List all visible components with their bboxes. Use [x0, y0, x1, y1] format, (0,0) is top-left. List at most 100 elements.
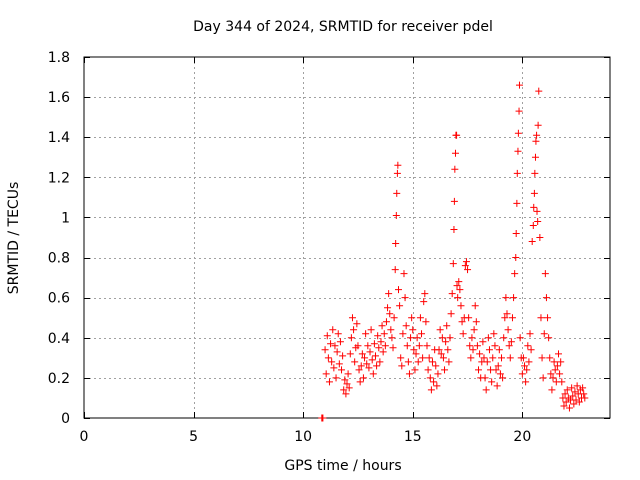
- data-point: [512, 254, 520, 262]
- data-point: [438, 334, 446, 342]
- data-point: [557, 358, 565, 366]
- data-point: [325, 378, 333, 386]
- data-point: [473, 342, 481, 350]
- data-point: [484, 334, 492, 342]
- data-point: [457, 302, 465, 310]
- data-point: [530, 203, 538, 211]
- data-point: [356, 378, 364, 386]
- data-point: [427, 386, 435, 394]
- data-point: [446, 334, 454, 342]
- data-point: [433, 382, 441, 390]
- data-point: [553, 362, 561, 370]
- data-point: [538, 354, 546, 362]
- data-point: [348, 314, 356, 322]
- data-point: [522, 378, 530, 386]
- data-point: [363, 360, 371, 368]
- data-point: [399, 330, 407, 338]
- data-point: [581, 394, 589, 402]
- data-point: [562, 398, 570, 406]
- data-point: [504, 326, 512, 334]
- data-point: [546, 354, 554, 362]
- data-point: [580, 390, 588, 398]
- data-point: [529, 221, 537, 229]
- data-point: [394, 161, 402, 169]
- data-point: [545, 334, 553, 342]
- data-point: [454, 294, 462, 302]
- data-point: [351, 358, 359, 366]
- data-point: [500, 334, 508, 342]
- data-point: [407, 334, 415, 342]
- data-point: [513, 199, 521, 207]
- data-point: [534, 121, 542, 129]
- data-points: [318, 81, 589, 422]
- data-point: [462, 258, 470, 266]
- data-point: [448, 290, 456, 298]
- data-point: [333, 348, 341, 356]
- data-point: [321, 346, 329, 354]
- data-point: [482, 386, 490, 394]
- data-point: [514, 147, 522, 155]
- data-point: [483, 358, 491, 366]
- data-point: [515, 81, 523, 89]
- data-point: [535, 87, 543, 95]
- data-point: [376, 358, 384, 366]
- data-point: [510, 294, 518, 302]
- data-point: [537, 314, 545, 322]
- data-point: [533, 207, 541, 215]
- data-point: [450, 197, 458, 205]
- data-point: [470, 326, 478, 334]
- data-point: [338, 366, 346, 374]
- data-point: [575, 398, 583, 406]
- data-point: [366, 348, 374, 356]
- data-point: [357, 362, 365, 370]
- data-point: [370, 340, 378, 348]
- data-point: [551, 366, 559, 374]
- data-point: [523, 366, 531, 374]
- data-point: [386, 310, 394, 318]
- data-point: [540, 330, 548, 338]
- data-point: [422, 318, 430, 326]
- data-point: [527, 346, 535, 354]
- data-point: [416, 314, 424, 322]
- data-point: [393, 169, 401, 177]
- y-tick-label: 0.4: [48, 331, 70, 347]
- data-point: [525, 358, 533, 366]
- data-point: [443, 322, 451, 330]
- data-point: [353, 320, 361, 328]
- data-point: [388, 334, 396, 342]
- data-point: [515, 107, 523, 115]
- data-point: [415, 342, 423, 350]
- data-point: [430, 378, 438, 386]
- data-point: [405, 370, 413, 378]
- data-point: [494, 362, 502, 370]
- data-point: [347, 334, 355, 342]
- data-point: [344, 370, 352, 378]
- data-point: [498, 354, 506, 362]
- data-point: [493, 382, 501, 390]
- data-point: [565, 404, 573, 412]
- data-point: [331, 342, 339, 350]
- data-point: [381, 342, 389, 350]
- data-point: [436, 326, 444, 334]
- data-point: [419, 354, 427, 362]
- data-point: [424, 366, 432, 374]
- data-point: [464, 266, 472, 274]
- data-point: [332, 374, 340, 382]
- data-point: [374, 332, 382, 340]
- data-point: [505, 342, 513, 350]
- data-point: [499, 374, 507, 382]
- data-point: [569, 392, 577, 400]
- data-point: [364, 342, 372, 350]
- data-point: [475, 366, 482, 374]
- data-point: [449, 260, 457, 268]
- data-point: [547, 370, 555, 378]
- y-tick-label: 1.6: [48, 90, 70, 106]
- data-point: [401, 294, 409, 302]
- x-tick-label: 0: [80, 429, 89, 445]
- data-point: [511, 270, 519, 278]
- data-point: [544, 314, 552, 322]
- data-point: [508, 314, 516, 322]
- data-point: [358, 350, 366, 358]
- data-point: [561, 390, 569, 398]
